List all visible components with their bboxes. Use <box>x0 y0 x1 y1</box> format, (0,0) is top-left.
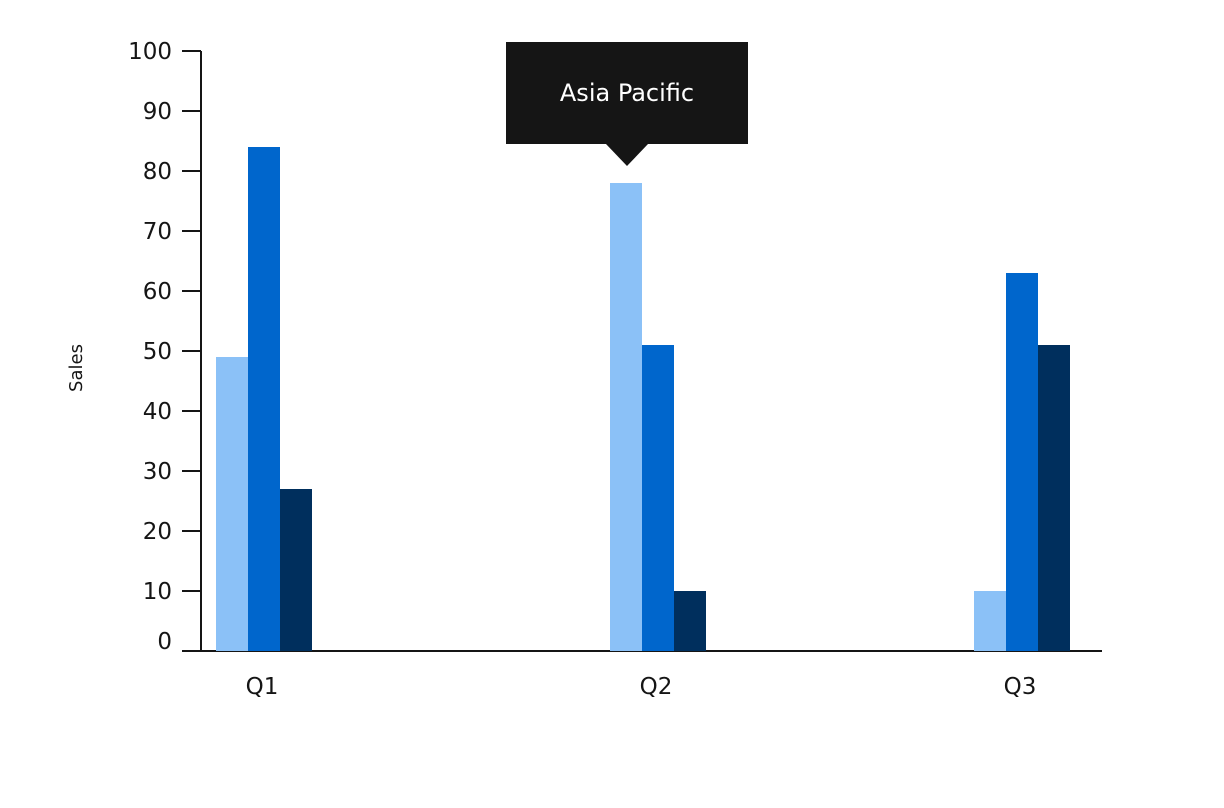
bar-q1-series-1[interactable] <box>216 357 248 651</box>
y-tick-label: 50 <box>143 339 172 365</box>
bar-q3-series-2[interactable] <box>1006 273 1038 651</box>
y-tick-label: 80 <box>143 159 172 185</box>
y-axis-title: Sales <box>66 344 87 392</box>
y-tick-label: 30 <box>143 459 172 485</box>
y-tick-label: 40 <box>143 399 172 425</box>
y-tick-label: 0 <box>157 629 172 655</box>
bars-group <box>216 147 1070 651</box>
x-category-label-q2: Q2 <box>640 674 673 700</box>
tooltip-text: Asia Pacific <box>560 79 694 107</box>
bar-q2-series-2[interactable] <box>642 345 674 651</box>
bar-q1-series-3[interactable] <box>280 489 312 651</box>
tooltip-pointer <box>606 144 648 166</box>
y-tick-label: 70 <box>143 219 172 245</box>
x-axis-categories: Q1 Q2 Q3 <box>246 674 1037 700</box>
y-tick-label: 10 <box>143 579 172 605</box>
y-tick-label: 60 <box>143 279 172 305</box>
x-category-label-q3: Q3 <box>1004 674 1037 700</box>
x-category-label-q1: Q1 <box>246 674 279 700</box>
y-tick-label: 90 <box>143 99 172 125</box>
bar-q3-series-1[interactable] <box>974 591 1006 651</box>
y-tick-label: 20 <box>143 519 172 545</box>
y-axis-ticks: 0 10 20 30 40 50 60 70 80 90 100 <box>128 39 201 655</box>
bar-q2-series-1[interactable] <box>610 183 642 651</box>
tooltip-box <box>506 42 748 144</box>
y-tick-label: 100 <box>128 39 172 65</box>
bar-q2-series-3[interactable] <box>674 591 706 651</box>
bar-q3-series-3[interactable] <box>1038 345 1070 651</box>
bar-q1-series-2[interactable] <box>248 147 280 651</box>
tooltip: Asia Pacific <box>506 42 748 166</box>
